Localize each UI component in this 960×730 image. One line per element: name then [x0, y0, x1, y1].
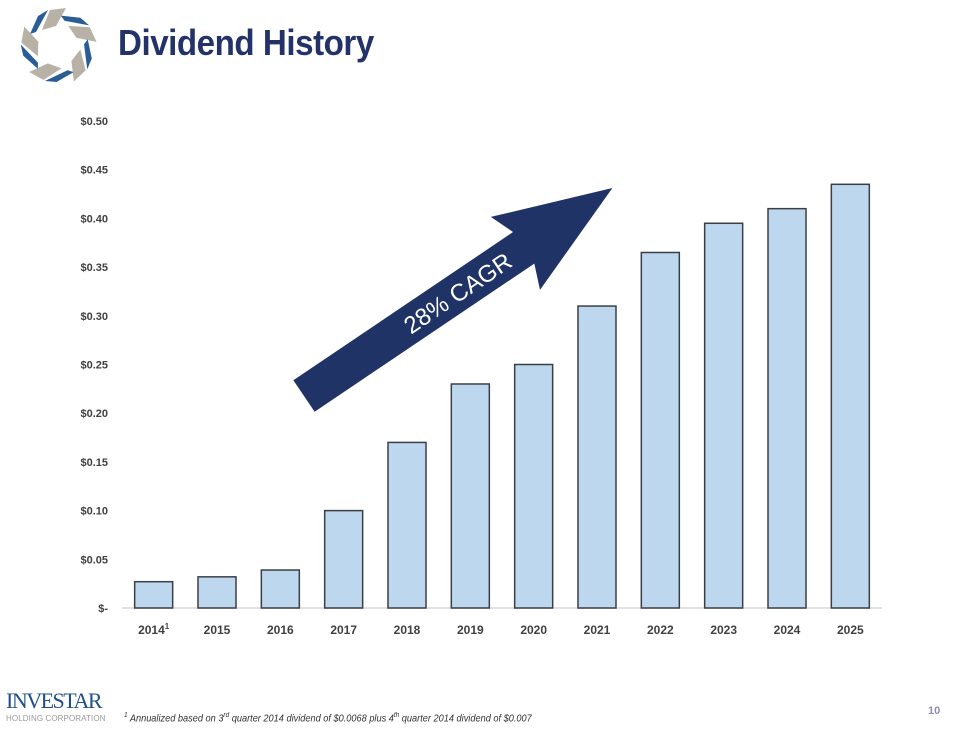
y-tick-label: $0.05 — [80, 554, 108, 566]
footnote: 1 Annualized based on 3rd quarter 2014 d… — [124, 712, 532, 724]
footnote-text: Annualized based on 3 — [129, 713, 224, 725]
cagr-label: 28% CAGR — [399, 248, 517, 340]
y-tick-label: $0.30 — [80, 311, 108, 323]
footnote-text: quarter 2014 dividend of $0.0068 plus 4 — [229, 713, 394, 725]
dividend-bar-chart: $- $0.05 $0.10 $0.15 $0.20 $0.25 $0.30 $0.35 $0.… — [80, 116, 882, 637]
x-tick-label: 20141 — [138, 622, 170, 637]
x-tick-label: 2017 — [330, 623, 357, 637]
y-tick-label: $0.45 — [80, 165, 108, 177]
x-tick-label: 2019 — [457, 623, 484, 637]
logo-subtitle: HOLDING CORPORATION — [6, 714, 106, 723]
x-tick-label: 2018 — [394, 623, 421, 637]
y-tick-label: $0.25 — [80, 360, 108, 372]
y-tick-label: $0.20 — [80, 408, 108, 420]
page-number: 10 — [928, 705, 941, 717]
logo-name: INVESTAR — [6, 688, 103, 713]
footnote-sup: th — [393, 712, 400, 719]
bar-2022 — [640, 251, 681, 609]
bar-2018 — [387, 441, 427, 609]
footnote-text: quarter 2014 dividend of $0.007 — [399, 713, 532, 725]
investar-footer-logo: INVESTAR HOLDING CORPORATION — [6, 688, 118, 724]
x-tick-label: 2020 — [520, 623, 547, 637]
x-tick-label: 2025 — [837, 623, 864, 637]
y-tick-label: $- — [98, 603, 108, 615]
bar-2017 — [323, 509, 364, 609]
footnote-sup: rd — [223, 712, 230, 719]
y-tick-label: $0.35 — [80, 262, 108, 274]
bar-2023 — [703, 222, 744, 609]
bar-2024 — [767, 207, 807, 609]
bar-2015 — [197, 576, 237, 609]
bar-2025 — [830, 183, 871, 609]
x-tick-label: 2015 — [204, 623, 231, 637]
bar-2020 — [513, 363, 554, 609]
bar-2014 — [133, 580, 174, 609]
y-tick-label: $0.50 — [80, 116, 108, 128]
x-tick-label: 2021 — [584, 623, 611, 637]
bar-2016 — [260, 569, 301, 609]
x-tick-label: 2016 — [267, 623, 294, 637]
bar-2019 — [450, 383, 491, 609]
y-tick-label: $0.15 — [80, 457, 108, 469]
x-tick-label: 2022 — [647, 623, 674, 637]
arrow-shape — [293, 187, 613, 412]
y-tick-label: $0.10 — [80, 506, 108, 518]
investar-logo-icon — [13, 7, 103, 88]
x-tick-label: 2024 — [774, 623, 801, 637]
bar-2021 — [577, 305, 617, 609]
footnote-mark: 1 — [124, 712, 128, 719]
page-title: Dividend History — [118, 22, 374, 63]
y-tick-label: $0.40 — [80, 213, 108, 225]
x-tick-label: 2023 — [710, 623, 737, 637]
